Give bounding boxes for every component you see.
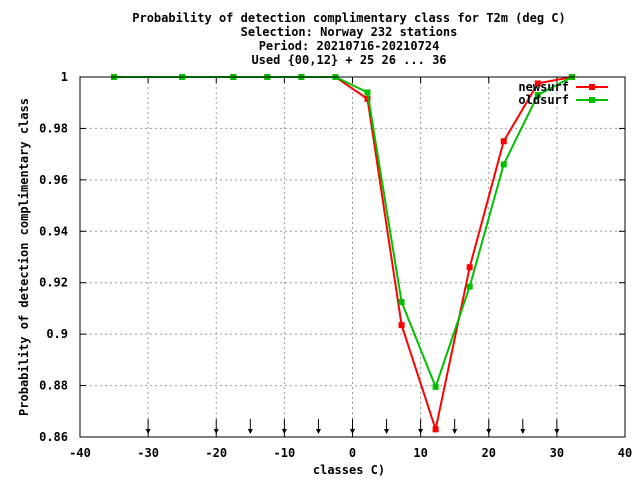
data-point-oldsurf [364, 89, 371, 96]
x-tick-label: -30 [137, 446, 159, 460]
y-tick-label: 0.9 [46, 327, 68, 341]
series-line-oldsurf [114, 76, 573, 390]
class-marker-arrowhead [418, 429, 424, 434]
class-markers [145, 419, 560, 434]
legend-marker-oldsurf [589, 97, 595, 103]
grid [80, 77, 625, 437]
class-marker-arrowhead [350, 429, 355, 434]
class-marker-arrowhead [520, 429, 526, 434]
legend-label-newsurf: newsurf [518, 80, 569, 94]
x-axis-label: classes C) [313, 463, 385, 477]
class-marker-arrowhead [145, 429, 151, 434]
y-tick-label: 0.86 [39, 430, 68, 444]
x-tick-label: 30 [550, 446, 564, 460]
x-tick-label: -40 [69, 446, 91, 460]
data-point-oldsurf [466, 283, 473, 290]
x-tick-label: -20 [205, 446, 227, 460]
class-marker-arrowhead [247, 429, 253, 434]
x-tick-label: 40 [618, 446, 632, 460]
title-line-2: Selection: Norway 232 stations [241, 25, 458, 39]
x-tick-label: 20 [482, 446, 496, 460]
y-tick-label: 0.94 [39, 224, 68, 238]
y-tick-label: 0.96 [39, 173, 68, 187]
data-point-oldsurf [432, 383, 439, 390]
y-tick-label: 0.92 [39, 276, 68, 290]
x-tick-label: 10 [413, 446, 427, 460]
class-marker-arrowhead [554, 429, 560, 434]
title-line-3: Period: 20210716-20210724 [259, 39, 440, 53]
data-point-newsurf [534, 80, 541, 87]
y-tick-label: 0.98 [39, 121, 68, 135]
title-line-1: Probability of detection complimentary c… [132, 11, 565, 25]
class-marker-arrowhead [281, 429, 287, 434]
data-point-oldsurf [398, 299, 405, 305]
series-line-newsurf [114, 76, 573, 434]
series-group [111, 74, 575, 434]
y-axis-label: Probability of detection complimentary c… [17, 98, 31, 416]
class-marker-arrowhead [384, 429, 390, 434]
x-tick-label: 0 [349, 446, 356, 460]
data-point-oldsurf [500, 161, 507, 168]
class-marker-arrowhead [486, 429, 492, 434]
legend-marker-newsurf [589, 84, 595, 90]
y-tick-label: 0.88 [39, 379, 68, 393]
data-point-newsurf [500, 138, 507, 145]
data-point-newsurf [364, 95, 371, 102]
x-tick-label: -10 [274, 446, 296, 460]
chart-title: Probability of detection complimentary c… [132, 11, 565, 67]
data-point-newsurf [398, 322, 405, 329]
x-axis-ticks: -40 -30 -20 -10 0 10 20 30 40 [69, 77, 632, 460]
data-point-newsurf [466, 264, 473, 271]
data-point-oldsurf [534, 92, 541, 98]
class-marker-arrowhead [452, 429, 458, 434]
plot-frame [79, 76, 626, 438]
legend-label-oldsurf: oldsurf [518, 93, 569, 107]
class-marker-arrowhead [213, 429, 219, 434]
title-line-4: Used {00,12} + 25 26 ... 36 [251, 53, 446, 67]
class-marker-arrowhead [315, 429, 321, 434]
y-axis-ticks: 0.86 0.88 0.9 0.92 0.94 0.96 0.98 1 [39, 70, 625, 444]
data-point-newsurf [432, 426, 439, 433]
y-tick-label: 1 [61, 70, 68, 84]
